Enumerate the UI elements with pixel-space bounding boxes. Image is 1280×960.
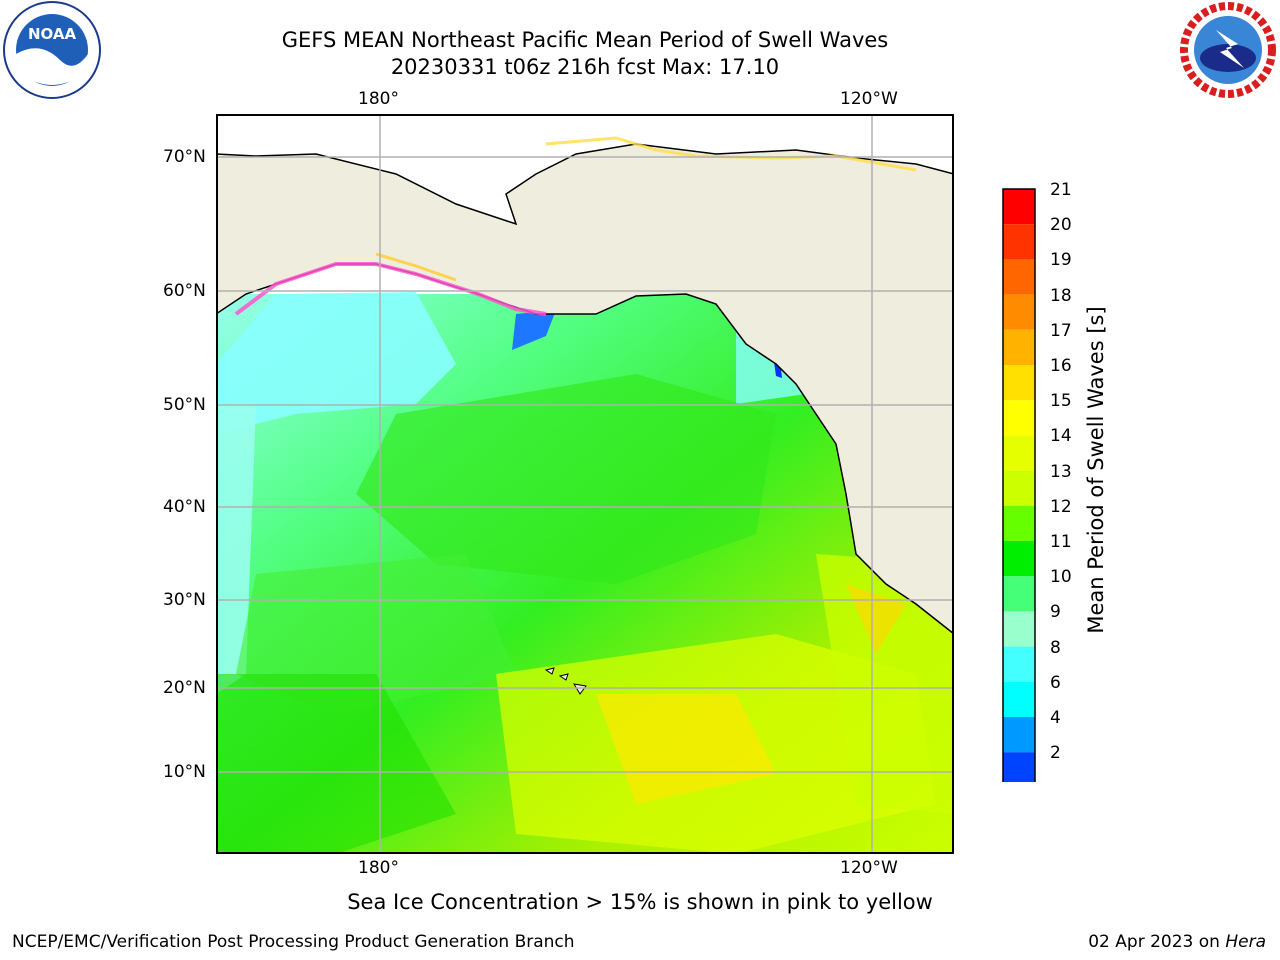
colorbar-segment [1003, 470, 1035, 506]
noaa-logo-text: NOAA [28, 25, 77, 43]
top-lon-label-180: 180° [358, 89, 399, 109]
lat-label-50n: 50°N [163, 395, 206, 415]
colorbar-segment [1003, 294, 1035, 330]
nws-logo [1176, 0, 1280, 104]
colorbar-segment [1003, 681, 1035, 717]
colorbar-segment [1003, 611, 1035, 647]
colorbar-tick-label: 12 [1050, 496, 1072, 517]
colorbar-tick-label: 4 [1050, 708, 1061, 728]
colorbar-segment [1003, 717, 1035, 753]
map-title: GEFS MEAN Northeast Pacific Mean Period … [281, 28, 889, 52]
map-subtitle: 20230331 t06z 216h fcst Max: 17.10 [390, 55, 780, 79]
colorbar-tick-label: 10 [1050, 567, 1072, 588]
colorbar-segment [1003, 259, 1035, 295]
bottom-lon-label-180: 180° [358, 858, 399, 878]
lat-label-10n: 10°N [163, 762, 206, 782]
footer-date-text: 02 Apr 2023 on [1088, 932, 1220, 952]
colorbar-tick-label: 13 [1050, 461, 1072, 482]
colorbar-segment [1003, 365, 1035, 401]
sea-ice-edge [234, 262, 547, 316]
colorbar-label-text: Mean Period of Swell Waves [s] [1084, 306, 1108, 634]
colorbar-tick-label: 11 [1050, 532, 1072, 552]
colorbar [1001, 188, 1037, 817]
footer-credit: NCEP/EMC/Verification Post Processing Pr… [12, 932, 575, 952]
footer-machine: Hera [1225, 932, 1266, 952]
sea-ice-note: Sea Ice Concentration > 15% is shown in … [347, 890, 933, 914]
colorbar-tick-label: 8 [1050, 637, 1061, 658]
hawaii-islands [544, 667, 587, 695]
colorbar-segment [1003, 505, 1035, 541]
footer-date: 02 Apr 2023 on Hera [1088, 932, 1266, 952]
colorbar-tick-labels: 21 20 19 18 17 16 15 14 13 12 11 10 9 8 6 4 2 [1050, 180, 1090, 764]
noaa-logo: NOAA [0, 0, 104, 104]
colorbar-tick-label: 16 [1050, 356, 1072, 376]
lat-label-20n: 20°N [163, 678, 206, 698]
map-panel [215, 114, 955, 854]
lat-label-30n: 30°N [163, 590, 206, 610]
colorbar-tick-label: 14 [1050, 426, 1072, 447]
lat-label-60n: 60°N [163, 281, 206, 301]
colorbar-segment [1003, 576, 1035, 612]
colorbar-tick-label: 2 [1050, 743, 1061, 764]
lat-label-40n: 40°N [163, 497, 206, 517]
colorbar-segment [1003, 224, 1035, 260]
colorbar-segment [1003, 329, 1035, 365]
colorbar-segment [1003, 752, 1035, 788]
bottom-lon-label-120w: 120°W [840, 858, 898, 878]
colorbar-segment [1003, 400, 1035, 436]
colorbar-tick-label: 19 [1050, 250, 1072, 271]
lat-label-70n: 70°N [163, 147, 206, 167]
graticule [216, 114, 954, 854]
colorbar-tick-label: 9 [1050, 602, 1061, 623]
map-svg [215, 114, 955, 854]
colorbar-tick-label: 15 [1050, 391, 1072, 412]
colorbar-tick-label: 17 [1050, 320, 1072, 341]
land-mass [216, 114, 954, 634]
colorbar-svg [1001, 188, 1037, 817]
colorbar-segment [1003, 646, 1035, 682]
colorbar-tick-label: 6 [1050, 672, 1061, 693]
colorbar-segment [1003, 541, 1035, 577]
colorbar-segment [1003, 435, 1035, 471]
colorbar-tick-label: 21 [1050, 180, 1072, 200]
colorbar-segment [1003, 189, 1035, 225]
colorbar-tick-label: 18 [1050, 285, 1072, 306]
top-lon-label-120w: 120°W [840, 89, 898, 109]
colorbar-tick-label: 20 [1050, 215, 1072, 236]
